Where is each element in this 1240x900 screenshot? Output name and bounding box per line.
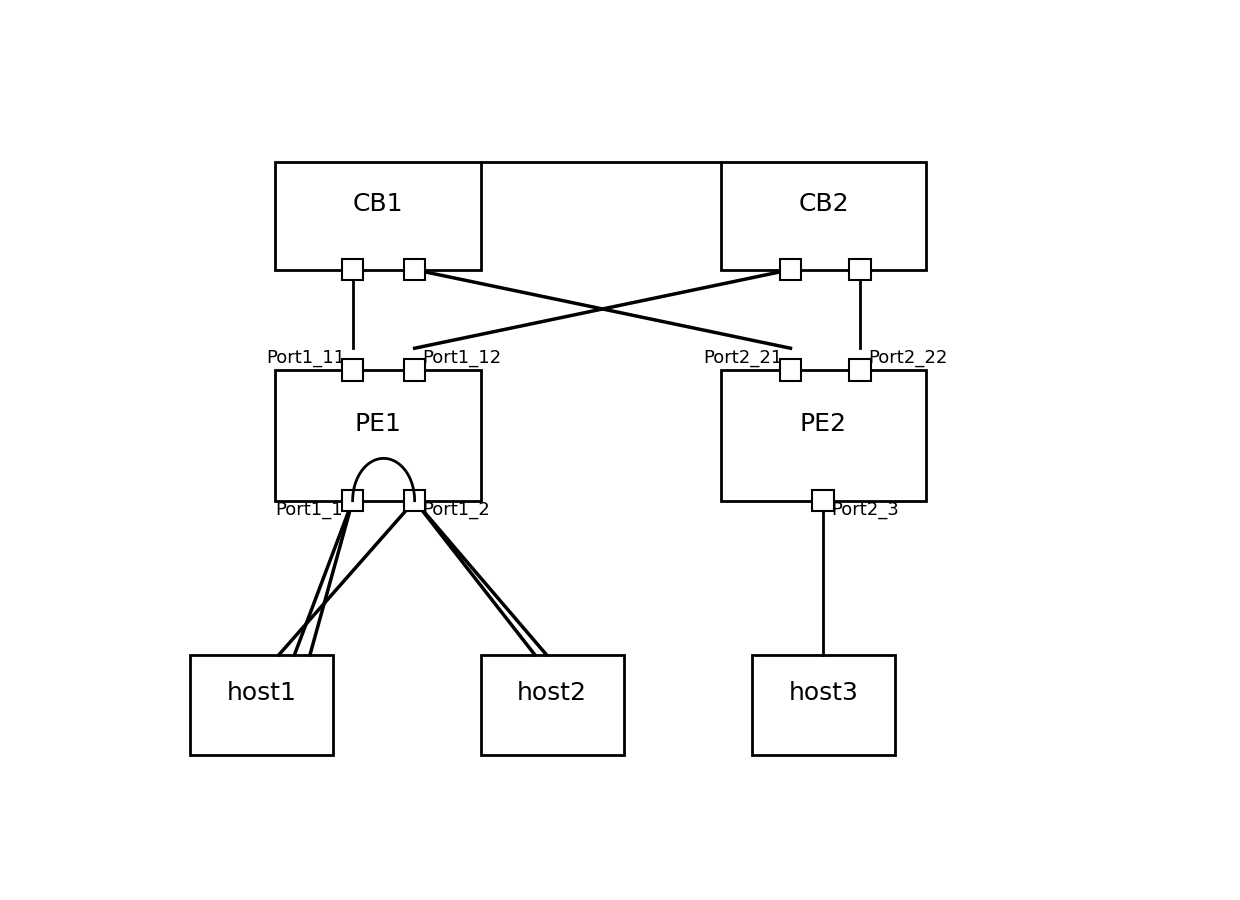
Bar [342, 259, 363, 281]
Bar [481, 654, 624, 755]
Text: CB2: CB2 [799, 193, 848, 216]
Text: PE1: PE1 [355, 411, 402, 436]
Text: PE2: PE2 [800, 411, 847, 436]
Text: Port2_21: Port2_21 [703, 349, 782, 367]
Bar [190, 654, 334, 755]
Bar [780, 259, 801, 281]
Bar [275, 162, 481, 270]
Bar [720, 370, 926, 500]
Text: Port2_3: Port2_3 [831, 501, 899, 519]
Text: Port1_11: Port1_11 [265, 349, 345, 367]
Bar [751, 654, 895, 755]
Text: Port1_1: Port1_1 [275, 501, 343, 519]
Text: host2: host2 [517, 681, 588, 706]
Text: host3: host3 [789, 681, 858, 706]
Text: Port2_22: Port2_22 [868, 349, 947, 367]
Bar [812, 490, 835, 511]
Bar [849, 359, 870, 381]
Bar [404, 259, 425, 281]
Bar [342, 359, 363, 381]
Bar [404, 490, 425, 511]
Text: Port1_12: Port1_12 [423, 349, 501, 367]
Bar [780, 359, 801, 381]
Bar [342, 490, 363, 511]
Text: CB1: CB1 [352, 193, 403, 216]
Bar [849, 259, 870, 281]
Bar [720, 162, 926, 270]
Bar [275, 370, 481, 500]
Text: host1: host1 [227, 681, 296, 706]
Text: Port1_2: Port1_2 [423, 501, 490, 519]
Bar [404, 359, 425, 381]
